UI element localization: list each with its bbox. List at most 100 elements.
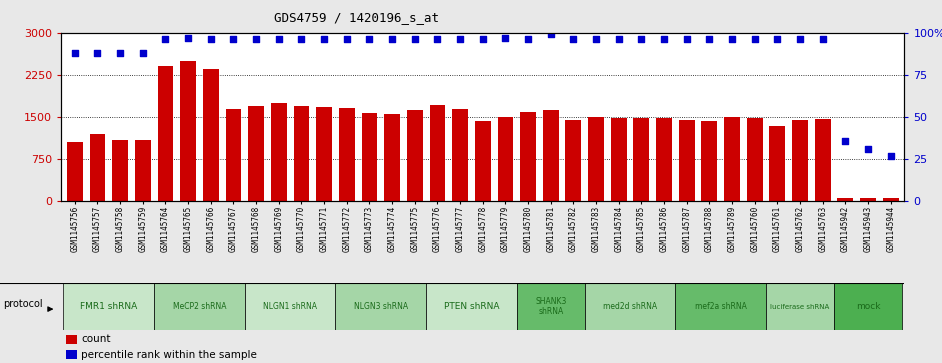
Bar <box>271 103 286 201</box>
Text: NLGN1 shRNA: NLGN1 shRNA <box>263 302 317 311</box>
Bar <box>66 335 77 344</box>
Bar <box>66 350 77 359</box>
Point <box>634 37 649 42</box>
Bar <box>610 118 626 201</box>
Bar <box>543 110 559 201</box>
Bar <box>766 283 834 330</box>
Bar <box>565 120 581 201</box>
Bar <box>430 105 446 201</box>
Point <box>271 37 286 42</box>
Bar <box>317 107 333 201</box>
Point <box>89 50 105 56</box>
Bar <box>426 283 517 330</box>
Point <box>158 37 173 42</box>
Point <box>339 37 354 42</box>
Point <box>861 146 876 152</box>
Bar <box>362 113 378 201</box>
Bar <box>497 117 513 201</box>
Text: mef2a shRNA: mef2a shRNA <box>695 302 747 311</box>
Point <box>203 37 219 42</box>
Point <box>770 37 785 42</box>
Bar <box>339 108 355 201</box>
Text: GDS4759 / 1420196_s_at: GDS4759 / 1420196_s_at <box>274 11 439 24</box>
Text: count: count <box>81 334 110 344</box>
Bar <box>747 118 763 201</box>
Bar <box>248 106 264 201</box>
Point <box>815 37 830 42</box>
Point <box>747 37 762 42</box>
Bar <box>883 198 899 201</box>
Text: med2d shRNA: med2d shRNA <box>603 302 658 311</box>
Bar <box>203 69 219 201</box>
Bar <box>154 283 245 330</box>
Point <box>430 37 445 42</box>
Point <box>475 37 490 42</box>
Point <box>589 37 604 42</box>
Point <box>498 35 513 41</box>
Bar <box>679 120 694 201</box>
Bar <box>407 110 423 201</box>
Bar <box>815 119 831 201</box>
Text: percentile rank within the sample: percentile rank within the sample <box>81 350 257 359</box>
Text: PTEN shRNA: PTEN shRNA <box>444 302 499 311</box>
Point <box>317 37 332 42</box>
Bar <box>520 112 536 201</box>
Bar <box>702 121 718 201</box>
Point <box>113 50 128 56</box>
Point <box>181 35 196 41</box>
Bar <box>384 114 400 201</box>
Bar <box>724 117 740 201</box>
Bar <box>225 109 241 201</box>
Bar <box>792 120 808 201</box>
Bar <box>245 283 335 330</box>
Bar <box>89 134 106 201</box>
Point <box>136 50 151 56</box>
Text: mock: mock <box>856 302 881 311</box>
Text: SHANK3
shRNA: SHANK3 shRNA <box>535 297 566 317</box>
Bar <box>585 283 675 330</box>
Bar <box>860 198 876 201</box>
Point <box>384 37 399 42</box>
Point <box>792 37 807 42</box>
Text: FMR1 shRNA: FMR1 shRNA <box>80 302 138 311</box>
Bar <box>67 142 83 201</box>
Bar <box>633 118 649 201</box>
Bar <box>180 61 196 201</box>
Point <box>679 37 694 42</box>
Point <box>294 37 309 42</box>
Bar <box>834 283 902 330</box>
Point <box>249 37 264 42</box>
Point <box>521 37 536 42</box>
Bar <box>112 140 128 201</box>
Bar <box>657 118 672 201</box>
Point <box>407 37 422 42</box>
Bar <box>588 117 604 201</box>
Point <box>724 37 739 42</box>
Point <box>884 153 899 159</box>
Bar <box>475 121 491 201</box>
Point <box>566 37 581 42</box>
Point <box>544 32 559 37</box>
Bar <box>63 283 154 330</box>
Text: luciferase shRNA: luciferase shRNA <box>771 304 830 310</box>
Point <box>611 37 626 42</box>
Point <box>702 37 717 42</box>
Text: protocol: protocol <box>3 299 42 309</box>
Bar <box>157 66 173 201</box>
Text: NLGN3 shRNA: NLGN3 shRNA <box>354 302 408 311</box>
Bar <box>452 109 468 201</box>
Bar <box>335 283 426 330</box>
Point <box>837 138 853 144</box>
Point <box>362 37 377 42</box>
Point <box>657 37 672 42</box>
Bar <box>294 106 309 201</box>
Text: MeCP2 shRNA: MeCP2 shRNA <box>172 302 226 311</box>
Bar <box>837 198 853 201</box>
Bar <box>675 283 766 330</box>
Bar <box>517 283 585 330</box>
Point <box>452 37 467 42</box>
Point <box>67 50 82 56</box>
Point <box>226 37 241 42</box>
Bar <box>770 126 786 201</box>
Bar <box>135 140 151 201</box>
